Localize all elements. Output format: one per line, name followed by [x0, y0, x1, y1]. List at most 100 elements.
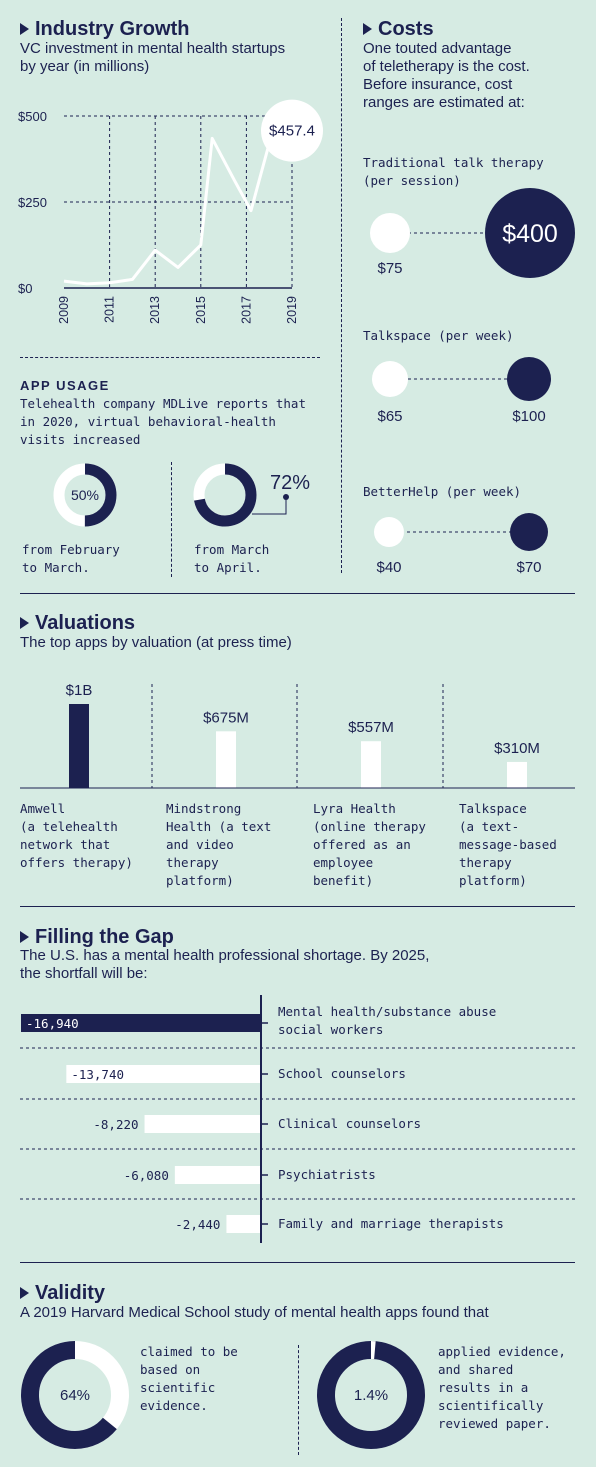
gap-chart: -16,940 -13,740 -8,220 -6,080 -2,440	[20, 995, 575, 1243]
high-cost-circle	[510, 513, 548, 551]
high-cost-value: $70	[516, 559, 541, 576]
low-cost-circle	[370, 213, 410, 253]
gap-label-school-counselors: School counselors	[278, 1066, 406, 1081]
valuation-desc-lyra: Lyra Health (online therapy offered as a…	[313, 801, 426, 888]
low-cost-circle	[372, 361, 408, 397]
gap-subtitle: The U.S. has a mental health professiona…	[20, 947, 430, 982]
leader-dot	[283, 494, 289, 500]
validity-subtitle: A 2019 Harvard Medical School study of m…	[20, 1304, 489, 1321]
caption-march-april: from March to April.	[194, 542, 270, 575]
leader-line	[252, 497, 287, 515]
gap-label-clinical-counselors: Clinical counselors	[278, 1116, 421, 1131]
x-tick-label: 2013	[148, 296, 162, 324]
bar-value-label: -13,740	[71, 1067, 124, 1082]
donut-arc	[21, 1341, 129, 1449]
costs-subtitle: One touted advantage of teletherapy is t…	[363, 40, 530, 111]
bar-value-label: $310M	[494, 740, 540, 757]
bar	[66, 1065, 261, 1083]
betterhelp-cost-range: $40 $70	[374, 513, 548, 576]
y-tick-label: $0	[18, 281, 32, 296]
callout-label: $457.4	[269, 123, 315, 140]
app-usage-title: APP USAGE	[20, 378, 110, 393]
high-cost-circle	[485, 188, 575, 278]
donut-72: 72%	[193, 463, 310, 527]
bar	[144, 1115, 261, 1133]
triangle-icon	[20, 617, 29, 629]
triangle-icon	[363, 23, 372, 35]
divider	[171, 462, 172, 577]
donut-value: 50%	[71, 487, 99, 503]
valuations-chart: $1B $675M $557M $310M	[20, 682, 575, 789]
low-cost-circle	[374, 517, 404, 547]
app-usage-description: Telehealth company MDLive reports that i…	[20, 396, 306, 447]
x-tick-label: 2009	[57, 296, 71, 324]
validity-title: Validity	[20, 1282, 105, 1304]
costs-title: Costs	[363, 18, 434, 40]
bar-value-label: -16,940	[26, 1016, 79, 1031]
bar-value-label: -8,220	[93, 1117, 138, 1132]
gap-label-social-workers: Mental health/substance abuse social wor…	[278, 1004, 497, 1037]
bar-value-label: $1B	[66, 682, 93, 699]
valuation-desc-amwell: Amwell (a telehealth network that offers…	[20, 801, 133, 870]
low-cost-value: $40	[376, 559, 401, 576]
bar-value-label: $557M	[348, 719, 394, 736]
high-cost-value: $400	[502, 220, 558, 248]
talkspace-cost-range: $65 $100	[372, 357, 551, 425]
low-cost-value: $75	[377, 260, 402, 277]
betterhelp-label: BetterHelp (per week)	[363, 484, 522, 499]
industry-growth-chart: $0 $250 $500 2009 2011 2013 2015 2017 2019 $457…	[18, 99, 323, 324]
talkspace-label: Talkspace (per week)	[363, 328, 514, 343]
validity-caption-2: applied evidence, and shared results in …	[438, 1344, 566, 1431]
triangle-icon	[20, 931, 29, 943]
valuations-title: Valuations	[20, 612, 135, 634]
donut-value: 1.4%	[354, 1387, 388, 1404]
valuation-desc-talkspace: Talkspace (a text- message-based therapy…	[459, 801, 557, 888]
high-cost-circle	[507, 357, 551, 401]
bar	[216, 731, 236, 788]
section-divider	[20, 1262, 575, 1263]
donut-value: 72%	[270, 472, 310, 494]
column-divider	[341, 18, 342, 573]
donut-value: 64%	[60, 1387, 90, 1404]
bar	[21, 1014, 261, 1032]
caption-feb-march: from February to March.	[22, 542, 120, 575]
traditional-cost-range: $400 $75	[370, 188, 575, 278]
donut-arc	[193, 463, 257, 527]
divider	[298, 1345, 299, 1455]
donut-1-4: 1.4%	[317, 1341, 425, 1449]
bar-value-label: -6,080	[124, 1168, 169, 1183]
donut-arc	[53, 463, 117, 527]
donut-50: 50%	[53, 463, 117, 527]
y-tick-label: $250	[18, 195, 47, 210]
bar-value-label: $675M	[203, 709, 249, 726]
bar	[174, 1166, 261, 1184]
low-cost-value: $65	[377, 408, 402, 425]
gap-title: Filling the Gap	[20, 926, 174, 948]
bar	[507, 761, 527, 788]
section-divider	[20, 593, 575, 594]
triangle-icon	[20, 23, 29, 35]
donut-arc	[317, 1341, 425, 1449]
donut-64: 64%	[21, 1341, 129, 1449]
x-tick-label: 2017	[239, 296, 253, 324]
validity-caption-1: claimed to be based on scientific eviden…	[140, 1344, 238, 1413]
bar	[361, 741, 381, 788]
valuation-desc-mindstrong: Mindstrong Health (a text and video ther…	[166, 801, 272, 888]
gap-label-psychiatrists: Psychiatrists	[278, 1167, 376, 1182]
x-tick-label: 2011	[103, 296, 117, 323]
x-tick-label: 2019	[285, 296, 299, 324]
industry-growth-title: Industry Growth	[20, 18, 189, 40]
callout-circle	[261, 99, 323, 162]
y-tick-label: $500	[18, 109, 47, 124]
traditional-therapy-label: Traditional talk therapy (per session)	[363, 155, 544, 188]
industry-growth-subtitle: VC investment in mental health startups …	[20, 40, 286, 75]
gap-label-family-therapists: Family and marriage therapists	[278, 1216, 504, 1231]
section-divider	[20, 906, 575, 907]
bar-value-label: -2,440	[175, 1217, 220, 1232]
valuations-subtitle: The top apps by valuation (at press time…	[20, 634, 292, 651]
bar	[69, 704, 89, 788]
series-line	[63, 129, 293, 286]
high-cost-value: $100	[512, 408, 545, 425]
divider	[20, 357, 320, 358]
x-tick-label: 2015	[194, 296, 208, 324]
